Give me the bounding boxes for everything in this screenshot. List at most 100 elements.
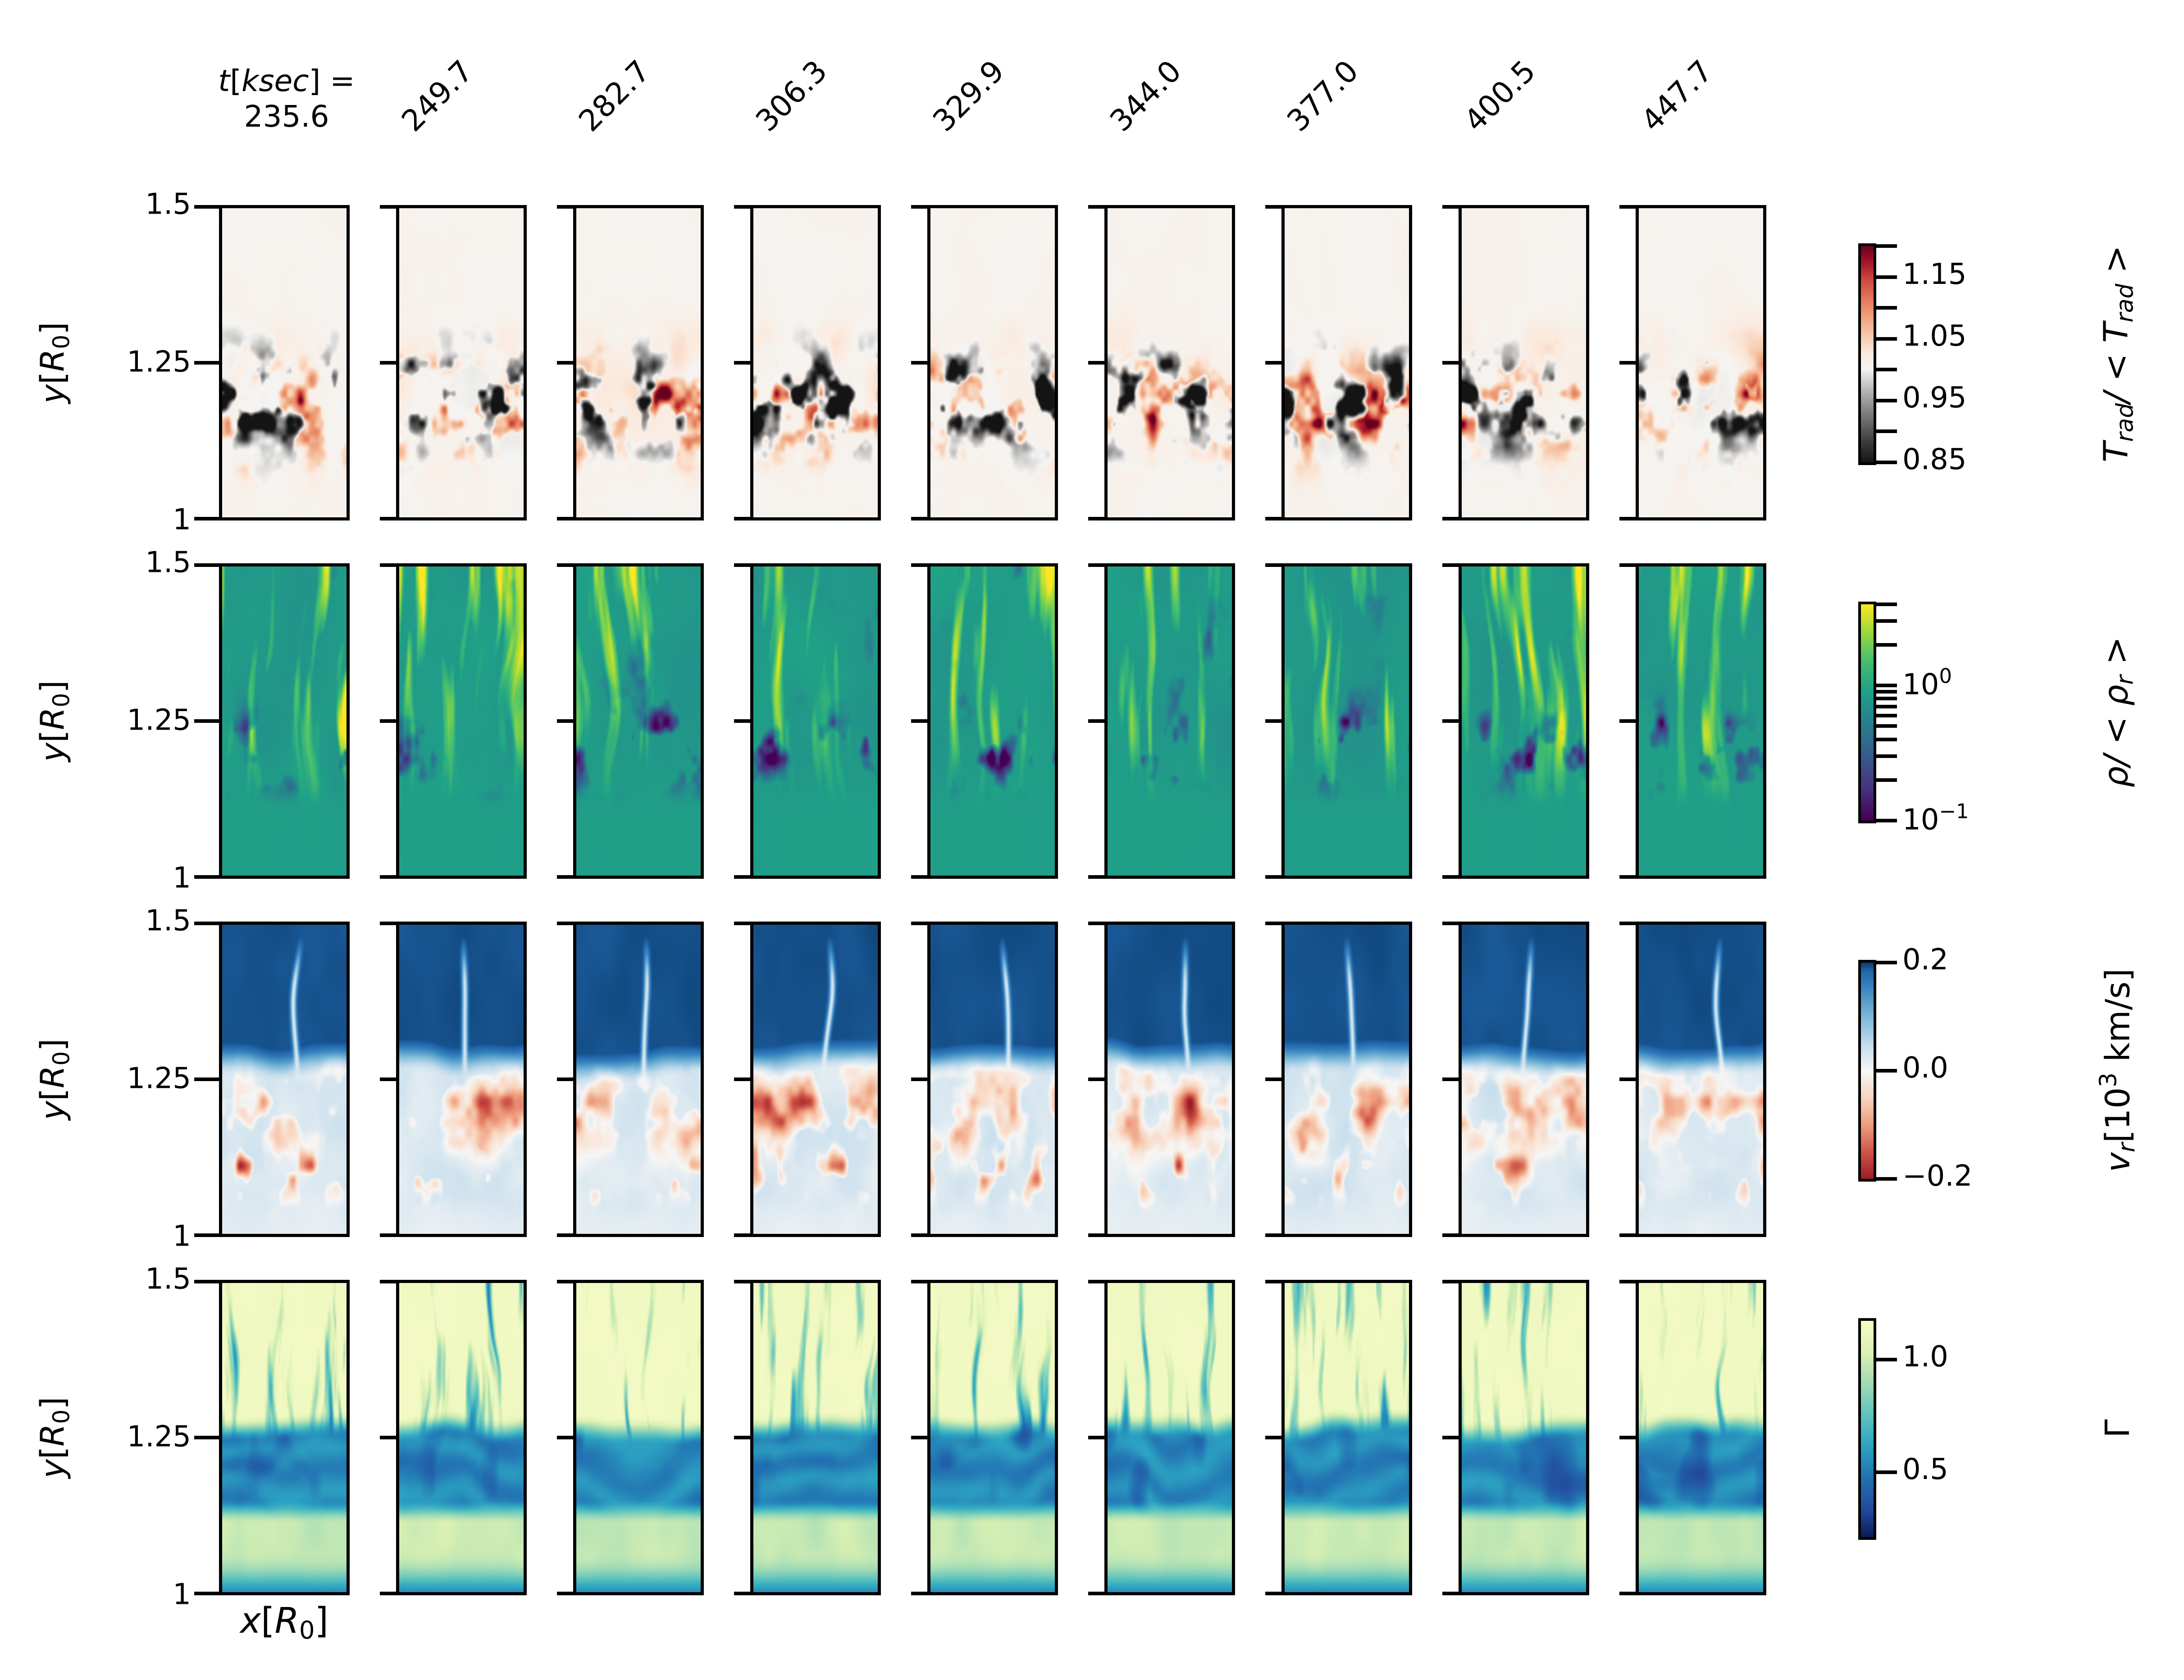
y-tick-mark bbox=[1265, 205, 1281, 209]
y-tick-mark bbox=[1619, 875, 1636, 879]
text-segment: 0.85 bbox=[1902, 443, 1967, 476]
heatmap-panel-rho-ratio-t2 bbox=[557, 563, 704, 879]
heatmap-panel-vr-t8 bbox=[1619, 922, 1766, 1237]
y-tick-mark bbox=[1088, 922, 1104, 925]
colorbar-tick-label: 0.2 bbox=[1902, 943, 1948, 977]
text-segment: 0 bbox=[48, 1051, 75, 1066]
text-segment: T bbox=[2097, 442, 2136, 462]
colorbar-tick-label: 1.0 bbox=[1902, 1340, 1948, 1374]
y-tick-mark bbox=[734, 1592, 750, 1595]
text-segment: 0 bbox=[48, 334, 75, 349]
y-tick-mark bbox=[194, 1233, 219, 1237]
heatmap-image bbox=[1462, 208, 1586, 517]
heatmap-panel-vr-t0 bbox=[194, 922, 350, 1237]
y-tick-mark bbox=[734, 1436, 750, 1439]
heatmap-image bbox=[1639, 566, 1763, 876]
text-segment: ] bbox=[33, 680, 72, 693]
y-tick-mark bbox=[911, 922, 927, 925]
text-segment: rad bbox=[2111, 283, 2139, 323]
y-tick-mark bbox=[380, 1233, 396, 1237]
text-segment: ρ bbox=[2097, 766, 2136, 788]
heatmap-image bbox=[1108, 566, 1232, 876]
time-header: 306.3 bbox=[749, 53, 834, 138]
heatmap-panel-trad-ratio-t3 bbox=[734, 205, 881, 520]
text-segment: > bbox=[2097, 245, 2136, 284]
y-tick-mark bbox=[1088, 361, 1104, 365]
y-tick-mark bbox=[1442, 1280, 1459, 1283]
y-tick-mark bbox=[734, 517, 750, 520]
time-header-value: 235.6 bbox=[244, 99, 329, 134]
y-tick-mark bbox=[1265, 922, 1281, 925]
y-tick-mark bbox=[1442, 563, 1459, 567]
heatmap-panel-vr-t6 bbox=[1265, 922, 1412, 1237]
colorbar-tick-mark bbox=[1876, 1177, 1897, 1181]
y-tick-label: 1 bbox=[173, 1219, 191, 1253]
y-tick-mark bbox=[194, 719, 219, 723]
heatmap-image bbox=[930, 208, 1055, 517]
y-tick-mark bbox=[1088, 205, 1104, 209]
y-tick-mark bbox=[1088, 1436, 1104, 1439]
heatmap-image bbox=[576, 566, 701, 876]
y-tick-mark bbox=[1619, 1592, 1636, 1595]
y-tick-label: 1.5 bbox=[145, 187, 191, 221]
colorbar-tick-mark bbox=[1876, 429, 1897, 433]
y-tick-label: 1.25 bbox=[127, 1420, 191, 1454]
heatmap-image bbox=[1108, 208, 1232, 517]
heatmap-panel-rho-ratio-t5 bbox=[1088, 563, 1235, 879]
heatmap-panel-vr-t5 bbox=[1088, 922, 1235, 1237]
y-tick-mark bbox=[911, 361, 927, 365]
heatmap-panel-gamma-t8 bbox=[1619, 1280, 1766, 1595]
heatmap-image bbox=[576, 208, 701, 517]
y-tick-mark bbox=[380, 1436, 396, 1439]
y-tick-mark bbox=[557, 1077, 573, 1081]
heatmap-panel-rho-ratio-t7 bbox=[1442, 563, 1589, 879]
heatmap-image bbox=[753, 566, 878, 876]
text-segment: / < bbox=[2097, 706, 2136, 767]
y-axis-label: y[R0] bbox=[34, 680, 75, 762]
colorbar-tick-mark bbox=[1876, 619, 1897, 623]
y-tick-mark bbox=[734, 361, 750, 365]
text-segment: y bbox=[33, 742, 72, 762]
text-segment: 0 bbox=[299, 1615, 315, 1644]
colorbar-tick-mark bbox=[1876, 961, 1897, 964]
heatmap-panel-rho-ratio-t8 bbox=[1619, 563, 1766, 879]
y-tick-mark bbox=[734, 922, 750, 925]
heatmap-image bbox=[1108, 925, 1232, 1234]
y-tick-label: 1.5 bbox=[145, 904, 191, 938]
colorbar-rho-ratio bbox=[1858, 602, 1897, 823]
text-segment: 10 bbox=[1902, 668, 1939, 702]
heatmap-image bbox=[1108, 1283, 1232, 1592]
y-tick-label: 1.25 bbox=[127, 345, 191, 379]
y-tick-mark bbox=[194, 922, 219, 925]
y-tick-mark bbox=[194, 1592, 219, 1595]
text-segment: R bbox=[33, 349, 72, 372]
text-segment: y bbox=[33, 384, 72, 404]
heatmap-image bbox=[222, 208, 347, 517]
y-tick-label: 1.25 bbox=[127, 703, 191, 737]
y-tick-mark bbox=[1619, 1436, 1636, 1439]
heatmap-panel-gamma-t7 bbox=[1442, 1280, 1589, 1595]
heatmap-image bbox=[1462, 566, 1586, 876]
colorbar-tick-label: 0.95 bbox=[1902, 381, 1967, 415]
heatmap-image bbox=[1285, 208, 1409, 517]
heatmap-panel-gamma-t2 bbox=[557, 1280, 704, 1595]
heatmap-panel-vr-t2 bbox=[557, 922, 704, 1237]
y-tick-mark bbox=[1442, 361, 1459, 365]
heatmap-image bbox=[1639, 208, 1763, 517]
y-tick-mark bbox=[1265, 517, 1281, 520]
heatmap-panel-trad-ratio-t4 bbox=[911, 205, 1058, 520]
heatmap-panel-rho-ratio-t6 bbox=[1265, 563, 1412, 879]
heatmap-panel-trad-ratio-t5 bbox=[1088, 205, 1235, 520]
text-segment: [10 bbox=[2098, 1087, 2138, 1143]
colorbar-tick-mark bbox=[1876, 603, 1897, 606]
text-segment: [ bbox=[261, 1601, 275, 1641]
y-tick-mark bbox=[1619, 1233, 1636, 1237]
colorbar-tick-label: 100 bbox=[1902, 664, 1952, 701]
y-tick-mark bbox=[380, 1077, 396, 1081]
y-tick-mark bbox=[911, 719, 927, 723]
heatmap-panel-gamma-t0 bbox=[194, 1280, 350, 1595]
y-tick-mark bbox=[1088, 563, 1104, 567]
heatmap-image bbox=[399, 1283, 524, 1592]
colorbar-tick-label: 0.85 bbox=[1902, 443, 1967, 476]
